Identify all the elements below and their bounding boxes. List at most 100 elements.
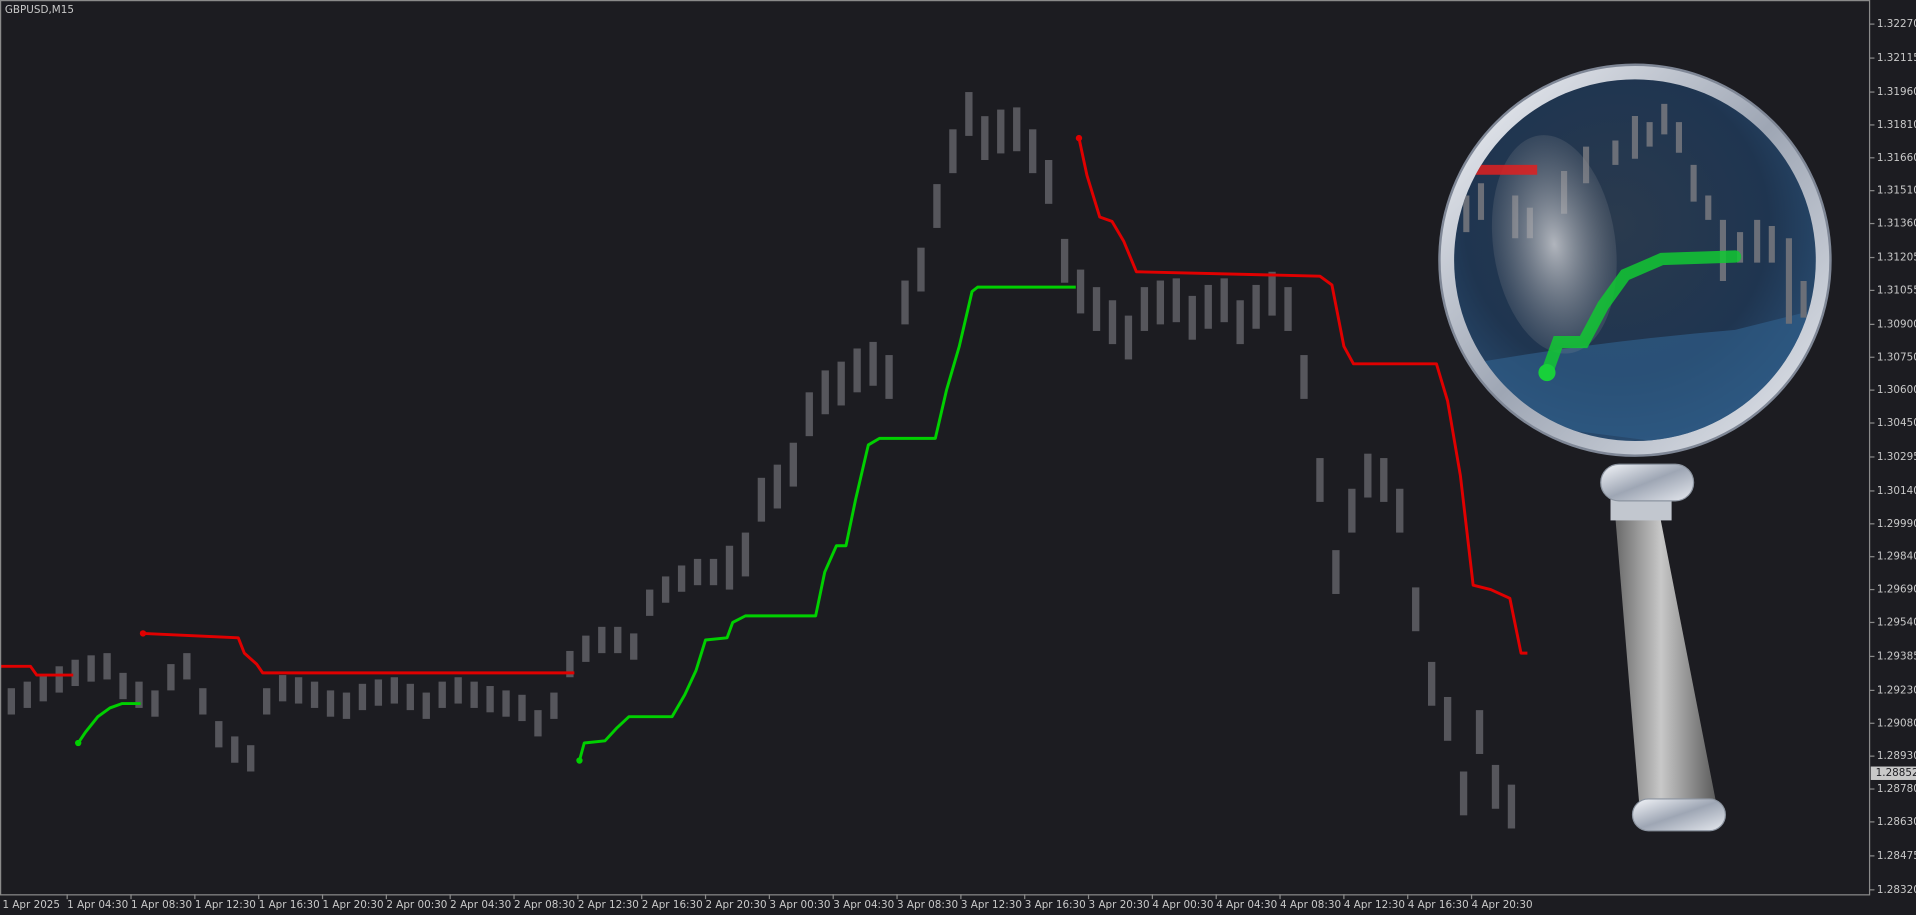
y-tick-label: 1.31960 — [1877, 86, 1916, 98]
price-bar — [885, 355, 893, 399]
price-bar — [981, 116, 989, 160]
price-bar — [917, 247, 925, 292]
price-bar — [837, 361, 845, 406]
plot-area — [0, 92, 1528, 829]
price-bar — [614, 626, 622, 654]
y-tick-label: 1.31360 — [1877, 218, 1916, 230]
price-bar — [773, 464, 782, 509]
price-bar — [598, 626, 606, 654]
price-bar — [199, 688, 207, 715]
price-bar — [1060, 238, 1069, 283]
y-tick-label: 1.29840 — [1877, 551, 1916, 563]
price-bar — [502, 690, 510, 717]
price-bar — [757, 477, 766, 522]
price-bar — [646, 589, 654, 616]
price-bar — [454, 677, 462, 704]
x-tick-label: 1 Apr 08:30 — [131, 899, 192, 911]
price-bar — [23, 681, 31, 708]
price-bar — [661, 576, 670, 603]
price-bar — [310, 681, 319, 708]
magnifier — [1438, 63, 1832, 832]
price-bar — [183, 653, 191, 680]
price-bar — [566, 650, 574, 678]
x-tick-label: 3 Apr 12:30 — [961, 899, 1022, 911]
x-tick-label: 2 Apr 16:30 — [642, 899, 703, 911]
magnifier-cap — [1631, 798, 1726, 832]
y-tick-label: 1.31055 — [1877, 284, 1916, 296]
price-bar — [1092, 287, 1101, 331]
price-bar — [1396, 488, 1404, 533]
y-tick-label: 1.29385 — [1877, 650, 1916, 662]
price-bar — [725, 545, 734, 590]
price-bar — [997, 109, 1005, 154]
x-tick-label: 1 Apr 16:30 — [259, 899, 320, 911]
price-bar — [1507, 784, 1516, 829]
x-tick-label: 4 Apr 20:30 — [1472, 899, 1533, 911]
x-tick-label: 4 Apr 00:30 — [1152, 899, 1213, 911]
price-bar — [247, 745, 255, 772]
y-tick-label: 1.32115 — [1877, 52, 1916, 64]
y-tick-label: 1.30450 — [1877, 417, 1916, 429]
y-tick-label: 1.30140 — [1877, 485, 1916, 497]
price-bar — [1475, 710, 1484, 754]
price-bar — [1300, 355, 1308, 399]
price-bar — [1380, 458, 1388, 502]
price-bar — [1459, 771, 1468, 816]
price-bar — [789, 442, 797, 487]
price-bar — [1364, 453, 1372, 498]
price-bar — [1013, 107, 1021, 152]
price-bar — [438, 681, 446, 708]
price-bar — [821, 370, 829, 415]
price-bar — [1156, 280, 1165, 325]
x-tick-label: 2 Apr 20:30 — [706, 899, 767, 911]
y-tick-label: 1.30600 — [1877, 384, 1916, 396]
price-bar — [1427, 661, 1436, 706]
y-tick-label: 1.28475 — [1877, 850, 1916, 862]
y-tick-label: 1.28320 — [1877, 884, 1916, 896]
price-bar — [1348, 488, 1356, 533]
price-bar — [135, 681, 143, 708]
price-bar — [167, 664, 175, 691]
price-bar — [1188, 295, 1196, 340]
lens-glare — [1491, 135, 1617, 354]
x-tick-label: 1 Apr 12:30 — [195, 899, 256, 911]
x-tick-label: 3 Apr 16:30 — [1025, 899, 1086, 911]
price-bar — [470, 681, 478, 708]
price-bar — [965, 92, 973, 136]
y-tick-label: 1.30750 — [1877, 351, 1916, 363]
price-bar — [1172, 278, 1180, 323]
price-bar — [231, 736, 239, 763]
x-tick-label: 1 Apr 20:30 — [323, 899, 384, 911]
price-bar — [1076, 269, 1085, 314]
price-bar — [326, 690, 335, 717]
price-bar — [1443, 696, 1452, 741]
price-bar — [1140, 287, 1149, 331]
y-tick-label: 1.28780 — [1877, 783, 1916, 795]
price-bar — [1108, 300, 1117, 345]
price-bar — [550, 692, 558, 719]
price-bar — [71, 659, 79, 687]
axes: 1.32270 1.32115 1.31960 1.31810 1.31660 1.315… — [2, 18, 1916, 911]
price-bar — [1236, 300, 1244, 345]
indicator-start-dot — [1075, 134, 1083, 142]
x-tick-label: 4 Apr 12:30 — [1344, 899, 1405, 911]
price-bar — [1252, 284, 1260, 329]
price-bar — [374, 679, 383, 706]
indicator-line — [1077, 137, 1528, 655]
price-bar — [1029, 129, 1037, 174]
magnifier-handle — [1615, 513, 1717, 812]
price-bar — [933, 184, 941, 228]
y-tick-label: 1.29080 — [1877, 717, 1916, 729]
plot-border — [0, 0, 1871, 896]
x-tick-label: 2 Apr 12:30 — [578, 899, 639, 911]
price-bar — [1332, 550, 1340, 594]
price-bar — [901, 280, 909, 325]
price-bar — [677, 565, 686, 592]
price-bar — [103, 653, 111, 680]
y-tick-label: 1.28930 — [1877, 750, 1916, 762]
y-tick-label: 1.30900 — [1877, 318, 1916, 330]
current-price-label: 1.28852 — [1876, 767, 1916, 779]
price-bar — [1044, 159, 1053, 204]
